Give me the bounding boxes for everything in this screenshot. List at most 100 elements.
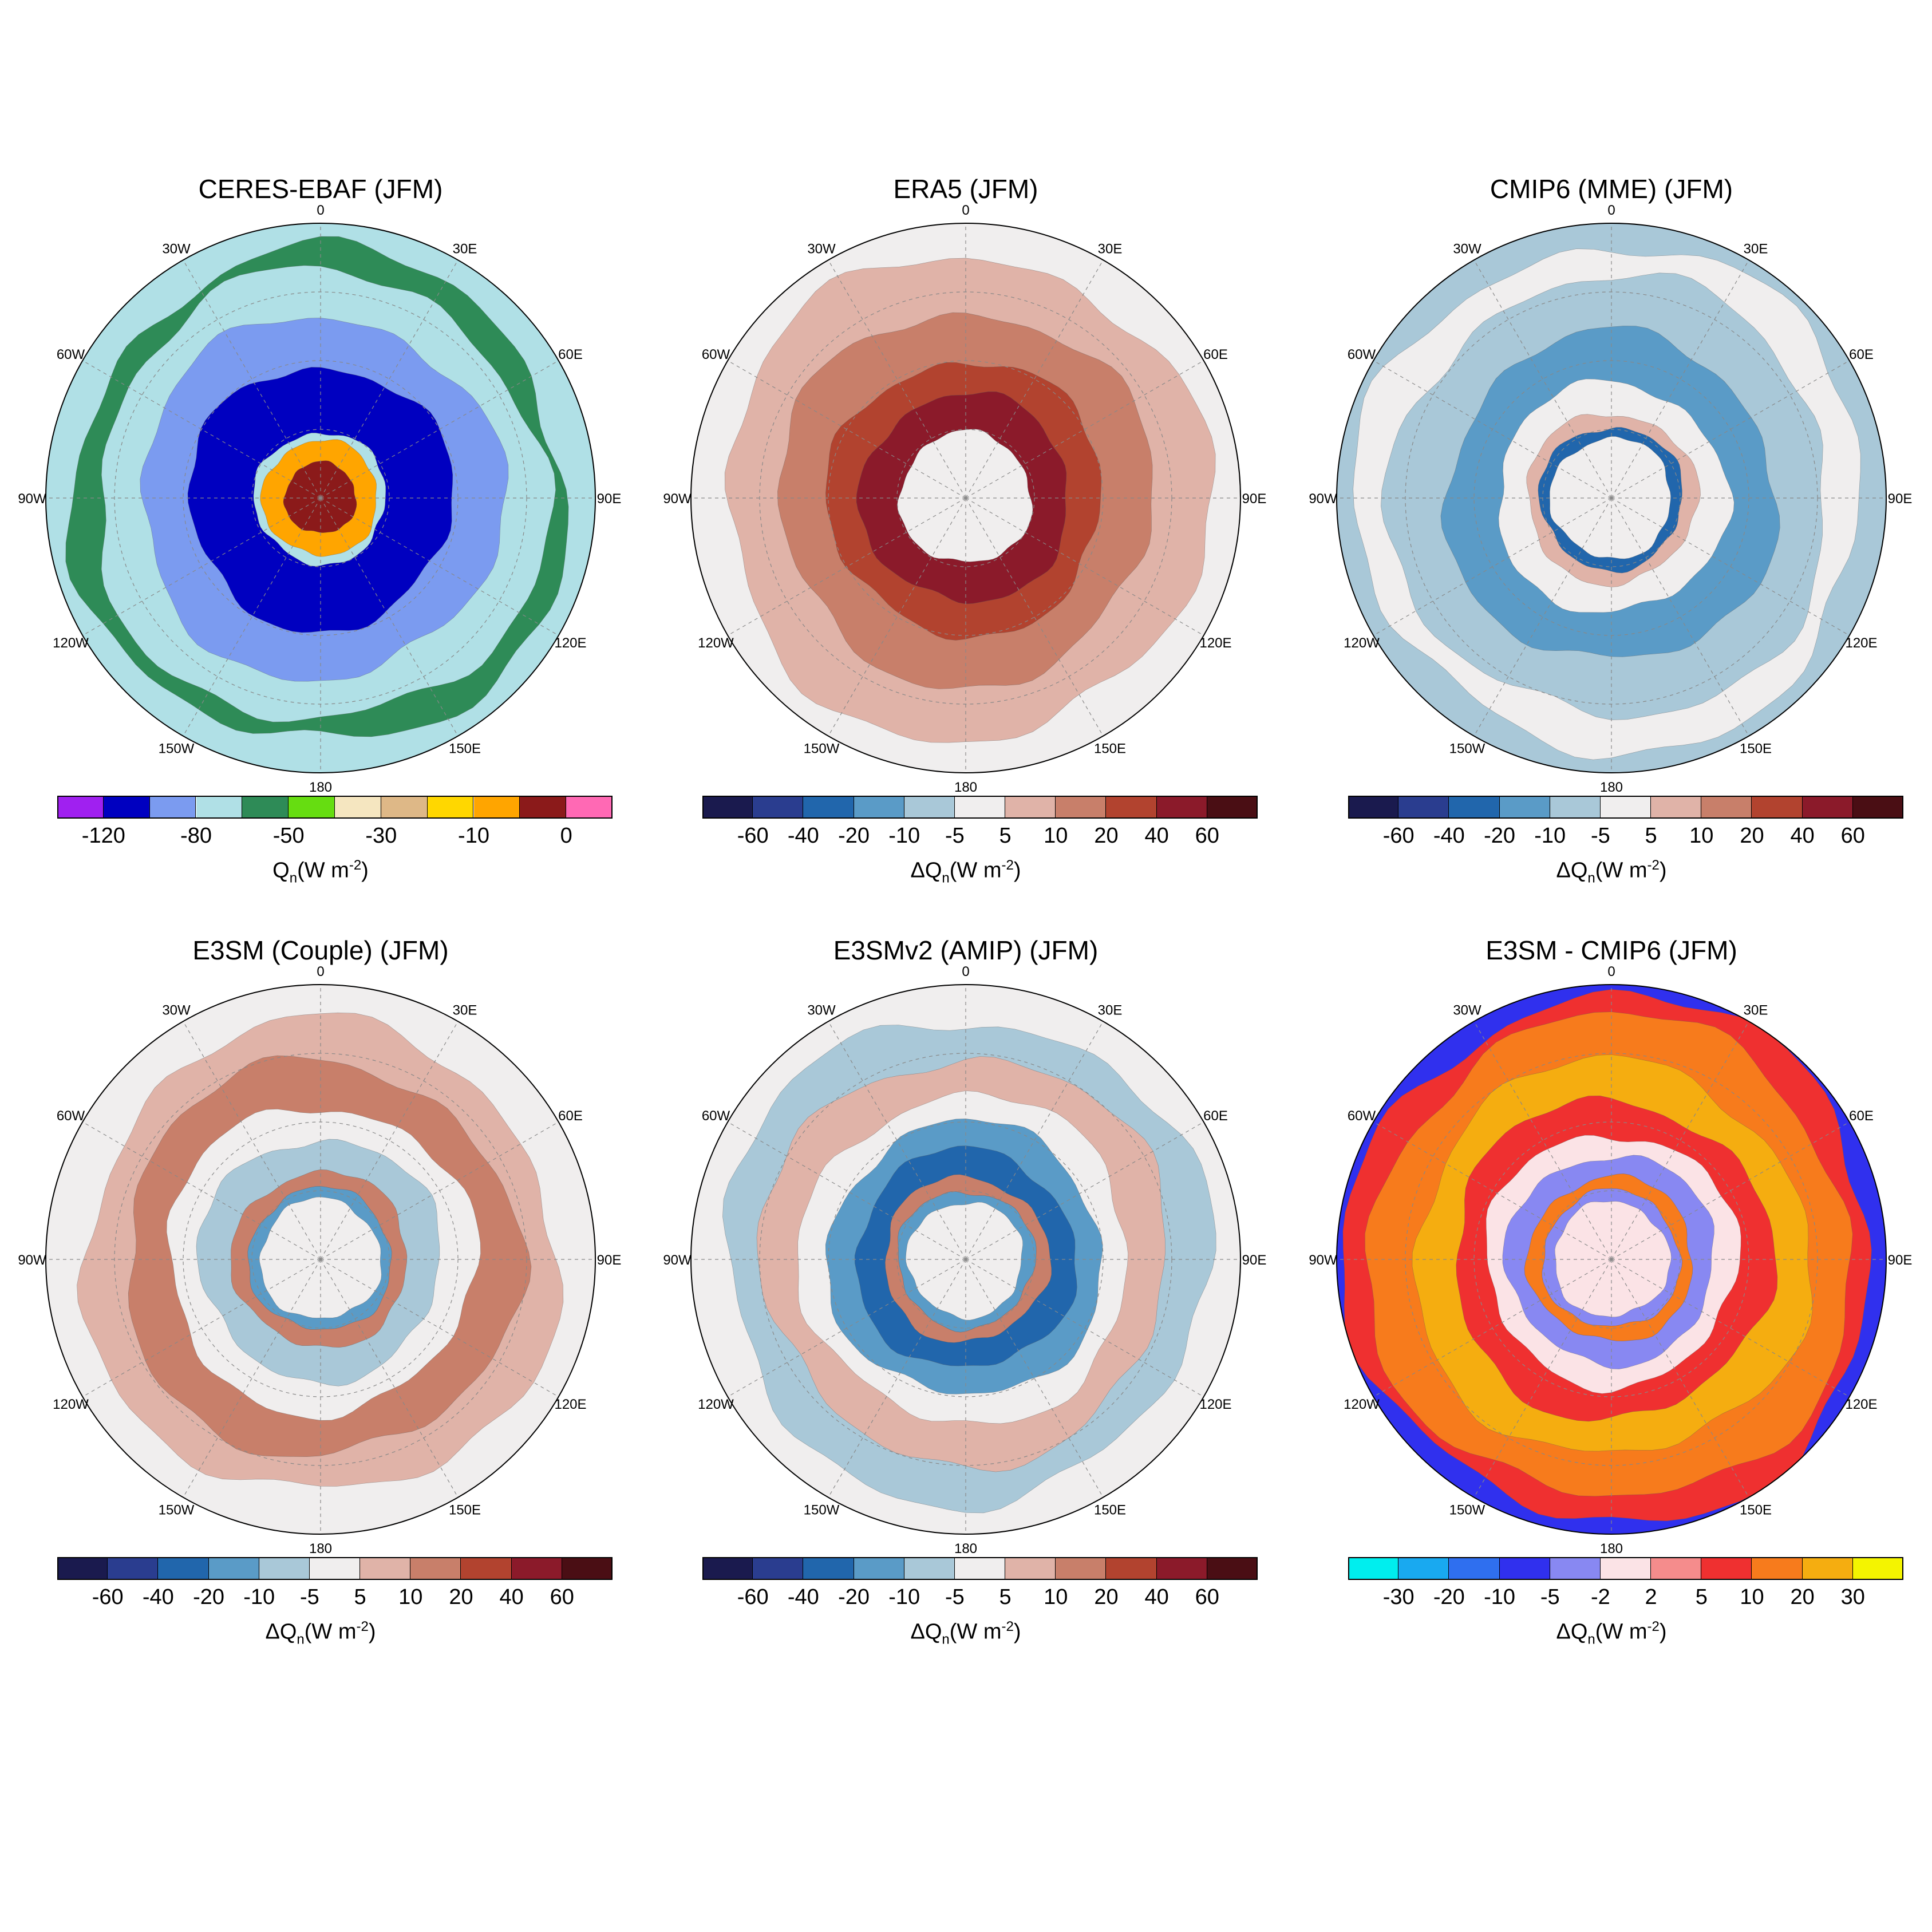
colorbar-tick-label: 60 bbox=[1195, 1585, 1219, 1609]
longitude-label: 120E bbox=[1199, 635, 1231, 651]
colorbar-swatch bbox=[158, 1557, 209, 1580]
map-border bbox=[1336, 984, 1887, 1535]
meridian-line bbox=[1611, 1259, 1850, 1397]
contour-field bbox=[1337, 223, 1886, 773]
longitude-label: 30E bbox=[1744, 1003, 1768, 1018]
colorbar-swatch bbox=[1600, 1557, 1652, 1580]
longitude-label: 60W bbox=[1348, 1108, 1376, 1124]
longitude-label: 120E bbox=[554, 1397, 586, 1412]
polar-map: 0 30E 60E 90E 120E 150E 180 150W 120W 90W 60W 30W bbox=[663, 964, 1266, 1556]
longitude-label: 60E bbox=[1203, 347, 1228, 362]
colorbar-tick-label: 60 bbox=[1840, 824, 1865, 848]
colorbar-swatch bbox=[854, 796, 904, 819]
colorbar-swatch bbox=[108, 1557, 159, 1580]
longitude-label: 60W bbox=[57, 1108, 85, 1124]
colorbar-tick-label: -10 bbox=[888, 824, 920, 848]
colorbar-swatch bbox=[1499, 796, 1550, 819]
panel-diff: E3SM - CMIP6 (JFM) 0 30E 60E 90E 120E 150E 180… bbox=[1309, 933, 1912, 1677]
meridian-line bbox=[1611, 1121, 1850, 1260]
colorbar-tick-label: -50 bbox=[272, 824, 305, 848]
longitude-label: 60E bbox=[1849, 347, 1874, 362]
longitude-label: 120E bbox=[554, 635, 586, 651]
longitude-label: 30E bbox=[1744, 242, 1768, 257]
longitude-label: 60E bbox=[558, 347, 583, 362]
longitude-label: 30W bbox=[162, 1003, 191, 1018]
colorbar-swatch bbox=[1550, 1557, 1601, 1580]
colorbar-tick-label: 5 bbox=[999, 824, 1012, 848]
colorbar-swatch bbox=[57, 1557, 108, 1580]
meridian-line bbox=[828, 1259, 966, 1498]
panel-e3sm: E3SM (Couple) (JFM) 0 30E 60E 90E 120E 150E 18… bbox=[18, 933, 621, 1677]
colorbar-tick-label: 10 bbox=[398, 1585, 423, 1609]
colorbar-tick-label: -30 bbox=[365, 824, 397, 848]
meridian-line bbox=[320, 1259, 459, 1498]
meridian-line bbox=[1373, 497, 1612, 636]
colorbar-tick-label: 2 bbox=[1645, 1585, 1657, 1609]
longitude-label: 30W bbox=[1453, 242, 1481, 257]
colorbar-swatch bbox=[427, 796, 474, 819]
contour-field bbox=[46, 985, 595, 1534]
meridian-line bbox=[320, 497, 559, 636]
panel-era5: ERA5 (JFM) 0 30E 60E 90E 120E 150E 180 150W 120W… bbox=[663, 172, 1266, 916]
longitude-label: 60W bbox=[702, 347, 730, 362]
panel-title: E3SM - CMIP6 (JFM) bbox=[1485, 935, 1737, 965]
longitude-label: 120W bbox=[698, 635, 734, 651]
colorbar-swatch bbox=[335, 796, 381, 819]
longitude-label: 30E bbox=[1098, 242, 1123, 257]
longitude-label: 150W bbox=[159, 741, 195, 757]
colorbar-swatch bbox=[1852, 1557, 1903, 1580]
longitude-label: 30W bbox=[807, 242, 836, 257]
longitude-label: 30E bbox=[1098, 1003, 1123, 1018]
polar-map: 0 30E 60E 90E 120E 150E 180 150W 120W 90W 60W 30W bbox=[663, 203, 1266, 795]
colorbar-swatch bbox=[1449, 1557, 1500, 1580]
colorbar-tick-label: 40 bbox=[1144, 824, 1169, 848]
colorbar bbox=[1348, 796, 1903, 819]
longitude-label: 120W bbox=[53, 1397, 89, 1412]
longitude-label: 60W bbox=[702, 1108, 730, 1124]
panel-title: CMIP6 (MME) (JFM) bbox=[1490, 174, 1733, 204]
colorbar-swatch bbox=[1106, 796, 1157, 819]
panel-title: E3SMv2 (AMIP) (JFM) bbox=[833, 935, 1099, 965]
meridian-line bbox=[183, 497, 321, 736]
colorbar-swatch bbox=[381, 796, 428, 819]
colorbar bbox=[1348, 1557, 1903, 1580]
contour-field bbox=[691, 985, 1240, 1534]
longitude-label: 60E bbox=[1849, 1108, 1874, 1124]
longitude-label: 60E bbox=[1203, 1108, 1228, 1124]
colorbar-tick-label: -10 bbox=[243, 1585, 275, 1609]
longitude-label: 90W bbox=[18, 491, 46, 507]
longitude-label: 30E bbox=[453, 242, 477, 257]
longitude-label: 150E bbox=[449, 741, 481, 757]
longitude-label: 150E bbox=[1740, 741, 1772, 757]
polar-map: 0 30E 60E 90E 120E 150E 180 150W 120W 90W 60W 30W bbox=[1309, 203, 1912, 795]
longitude-label: 120W bbox=[1344, 635, 1380, 651]
colorbar-swatch bbox=[461, 1557, 512, 1580]
colorbar-tick-label: 20 bbox=[1790, 1585, 1815, 1609]
colorbar-tick-label: 10 bbox=[1689, 824, 1714, 848]
colorbar-swatch bbox=[1802, 1557, 1853, 1580]
map-border bbox=[690, 984, 1241, 1535]
longitude-label: 60W bbox=[57, 347, 85, 362]
meridian-line bbox=[1373, 1259, 1612, 1397]
colorbar-swatch bbox=[410, 1557, 461, 1580]
meridian-line bbox=[965, 497, 1204, 636]
colorbar-tick-label: 5 bbox=[354, 1585, 366, 1609]
longitude-label: 150W bbox=[159, 1503, 195, 1518]
colorbar-tick-label: -20 bbox=[838, 1585, 870, 1609]
colorbar-tick-label: -20 bbox=[1484, 824, 1515, 848]
longitude-label: 90W bbox=[1309, 1253, 1337, 1268]
colorbar-tick-label: -20 bbox=[193, 1585, 224, 1609]
colorbar-swatch bbox=[1348, 1557, 1399, 1580]
colorbar-tick-label: -10 bbox=[458, 824, 489, 848]
colorbar-tick-label: -60 bbox=[737, 1585, 769, 1609]
meridian-line bbox=[82, 1121, 321, 1260]
colorbar-tick-label: -30 bbox=[1382, 1585, 1415, 1609]
colorbar-swatch bbox=[1752, 1557, 1803, 1580]
colorbar-tick-label: -40 bbox=[787, 1585, 819, 1609]
map-border bbox=[690, 223, 1241, 773]
colorbar-swatch bbox=[1752, 796, 1803, 819]
longitude-label: 0 bbox=[1607, 203, 1615, 218]
longitude-label: 150E bbox=[1094, 741, 1126, 757]
colorbar-swatch bbox=[1348, 796, 1399, 819]
colorbar-tick-label: -60 bbox=[737, 824, 769, 848]
